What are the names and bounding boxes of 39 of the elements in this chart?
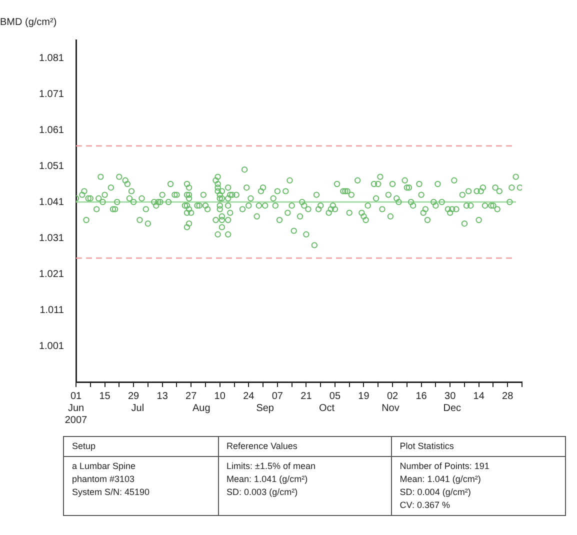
x-tick-label: 14 bbox=[473, 390, 485, 402]
x-tick-label: 27 bbox=[186, 390, 198, 402]
text: Plot Statistics bbox=[391, 436, 566, 457]
text: a Lumbar Spine phantom #3103 System S/N: 45190 bbox=[64, 456, 218, 516]
text: Number of Points: 191 Mean: 1.041 (g/cm²) SD: 0.004 (g/cm²) CV: 0.367 % bbox=[391, 456, 566, 516]
x-tick-label: 01 bbox=[70, 390, 82, 402]
x-tick-label: 10 bbox=[214, 390, 226, 402]
x2-tick-label: Jul bbox=[131, 402, 144, 414]
x2-tick-label: Aug bbox=[192, 402, 210, 414]
x-tick-label: 15 bbox=[99, 390, 111, 402]
y-tick-label: 1.071 bbox=[38, 88, 64, 100]
x2-tick-label: Oct bbox=[318, 402, 335, 414]
x-tick-label: 28 bbox=[502, 390, 514, 402]
x2-tick-label: Nov bbox=[382, 402, 400, 414]
x-tick-label: 05 bbox=[329, 390, 341, 402]
text: Reference Values bbox=[218, 436, 392, 457]
text: Limits: ±1.5% of mean Mean: 1.041 (g/cm²) SD: 0.003 (g/cm²) bbox=[218, 456, 392, 516]
y-tick-label: 1.041 bbox=[38, 196, 64, 208]
x-tick-label: 16 bbox=[416, 390, 428, 402]
y-tick-label: 1.021 bbox=[38, 268, 64, 280]
x-tick-label: 07 bbox=[272, 390, 284, 402]
y-tick-label: 1.061 bbox=[38, 124, 64, 136]
x2-tick-label: Dec bbox=[443, 402, 462, 414]
y-axis-title: BMD (g/cm²) bbox=[0, 16, 57, 28]
y-tick-label: 1.081 bbox=[38, 52, 64, 64]
y-tick-label: 1.031 bbox=[38, 232, 64, 244]
y-tick-label: 1.051 bbox=[38, 160, 64, 172]
x-tick-label: 13 bbox=[156, 390, 168, 402]
text: Setup bbox=[64, 436, 218, 457]
x-tick-label: 29 bbox=[128, 390, 140, 402]
x-tick-label: 02 bbox=[386, 390, 399, 402]
y-tick-label: 1.011 bbox=[40, 304, 64, 316]
x-tick-label: 19 bbox=[358, 390, 370, 402]
x2-tick-label: Jun 2007 bbox=[64, 402, 88, 426]
y-tick-label: 1.001 bbox=[38, 340, 64, 352]
x-tick-label: 24 bbox=[243, 390, 255, 402]
x2-tick-label: Sep bbox=[256, 402, 274, 414]
x-tick-label: 21 bbox=[300, 390, 312, 402]
x-tick-label: 30 bbox=[444, 390, 456, 402]
